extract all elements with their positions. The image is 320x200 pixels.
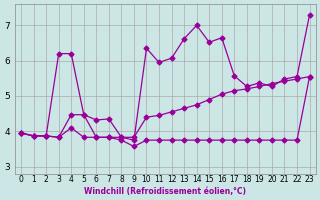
X-axis label: Windchill (Refroidissement éolien,°C): Windchill (Refroidissement éolien,°C): [84, 187, 246, 196]
